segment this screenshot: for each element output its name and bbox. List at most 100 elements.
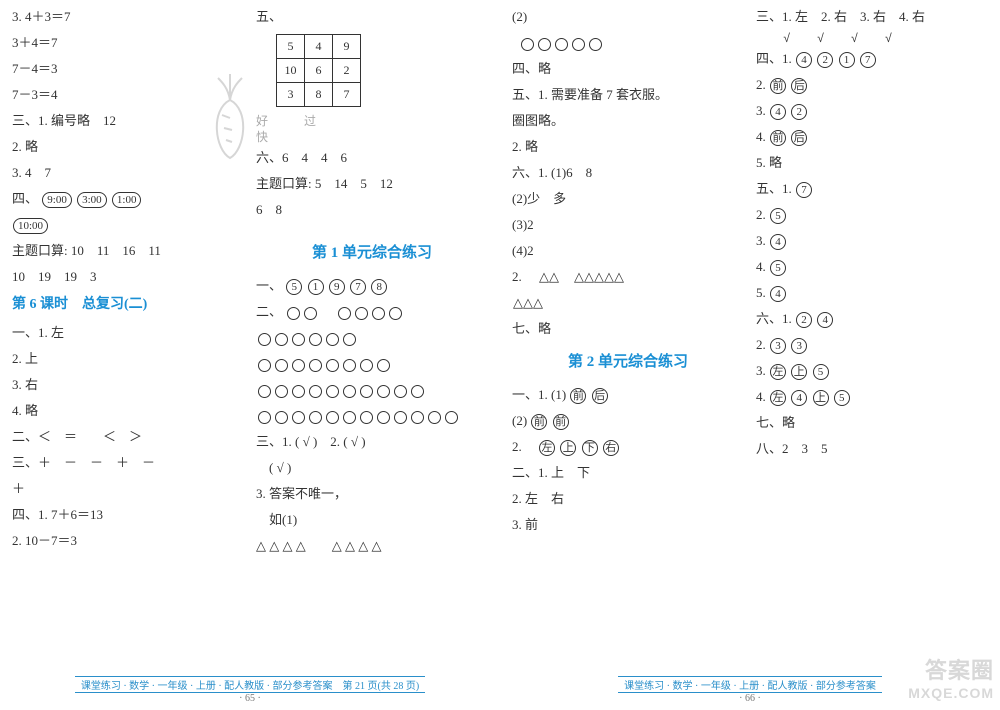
shape-row: △△△ <box>512 290 744 316</box>
circle-shape <box>292 411 305 424</box>
watermark-line1: 答案圈 <box>908 660 994 682</box>
circled-word: 后 <box>791 78 807 94</box>
text: 10 19 19 3 <box>12 264 244 290</box>
text: 3. 右 <box>12 372 244 398</box>
unit-title: 第 1 单元综合练习 <box>256 233 488 273</box>
circled-time: 9:00 <box>42 192 72 208</box>
label: 二、 <box>256 304 282 319</box>
circle-shape <box>411 411 424 424</box>
number-grid: 549 1062 387 <box>276 34 361 107</box>
text: ( √ ) <box>256 455 488 481</box>
watermark: 答案圈 MXQE.COM <box>908 660 994 704</box>
label: 2. <box>512 439 535 454</box>
triangle-shape: △△△ <box>513 290 543 316</box>
footer-text: 课堂练习 · 数学 · 一年级 · 上册 · 配人教版 · 部分参考答案 第 2… <box>75 676 425 693</box>
circle-shape <box>411 385 424 398</box>
tick-row: √ √ √ √ <box>756 30 988 46</box>
text: 五、1. 7 <box>756 176 988 202</box>
circle-shape <box>275 411 288 424</box>
label: 4. <box>756 129 766 144</box>
circled-num: 4 <box>770 104 786 120</box>
unit-title: 第 2 单元综合练习 <box>512 342 744 382</box>
circled-time: 10:00 <box>13 218 48 234</box>
text: 二、1. 上 下 <box>512 460 744 486</box>
cell: 2 <box>333 59 361 83</box>
circle-shape <box>355 307 368 320</box>
faint-text: 快 <box>256 129 488 145</box>
shape-row: 二、 <box>256 299 488 325</box>
circled-word: 左 <box>770 390 786 406</box>
circle-shape <box>521 38 534 51</box>
text: 2. 前 后 <box>756 72 988 98</box>
circle-shape <box>326 411 339 424</box>
text: 2. 左 上 下 右 <box>512 434 744 460</box>
label: 2. <box>756 207 766 222</box>
circle-shape <box>377 411 390 424</box>
text: 4. 略 <box>12 398 244 424</box>
circled-time: 1:00 <box>112 192 142 208</box>
circle-shape <box>292 333 305 346</box>
text: 六、1. 2 4 <box>756 306 988 332</box>
circle-shape <box>326 359 339 372</box>
shape-row <box>256 377 488 403</box>
text: 3. 答案不唯一， <box>256 481 488 507</box>
circled-num: 4 <box>791 390 807 406</box>
text: 二、＜ ＝ ＜ ＞ <box>12 424 244 450</box>
label: 四、 <box>12 191 38 206</box>
circled-word: 上 <box>791 364 807 380</box>
circle-shape <box>360 359 373 372</box>
label: 3. <box>756 363 766 378</box>
right-col-2: 三、1. 左 2. 右 3. 右 4. 右 √ √ √ √ 四、1. 4 2 1… <box>750 4 994 680</box>
label: 五、1. <box>756 181 792 196</box>
text: 4. 左 4 上 5 <box>756 384 988 410</box>
circle-shape <box>428 411 441 424</box>
text: 六、6 4 4 6 <box>256 145 488 171</box>
text: (4)2 <box>512 238 744 264</box>
label: 一、1. (1) <box>512 387 566 402</box>
label: 一、 <box>256 278 282 293</box>
circle-shape <box>292 359 305 372</box>
circle-shape <box>360 411 373 424</box>
circled-word: 下 <box>582 440 598 456</box>
text: 2. 左 右 <box>512 486 744 512</box>
text: 圈图略。 <box>512 108 744 134</box>
text: ＋ <box>12 476 244 502</box>
text: 八、2 3 5 <box>756 436 988 462</box>
label: 2. <box>512 269 535 284</box>
left-footer: 课堂练习 · 数学 · 一年级 · 上册 · 配人教版 · 部分参考答案 第 2… <box>0 676 500 704</box>
text: 5. 4 <box>756 280 988 306</box>
page-container: 3. 4＋3＝7 3＋4＝7 7－4＝3 7－3＝4 三、1. 编号略 12 2… <box>0 0 1000 710</box>
circled-num: 4 <box>770 286 786 302</box>
circle-shape <box>538 38 551 51</box>
text: 3. 4＋3＝7 <box>12 4 244 30</box>
circled-word: 上 <box>813 390 829 406</box>
text: 一、1. (1) 前 后 <box>512 382 744 408</box>
text: 3. 4 7 <box>12 160 244 186</box>
circle-shape <box>326 385 339 398</box>
circle-shape <box>360 385 373 398</box>
right-page: (2) 四、略 五、1. 需要准备 7 套衣服。 圈图略。 2. 略 六、1. … <box>500 0 1000 710</box>
label: 3. <box>756 233 766 248</box>
shape-row <box>512 30 744 56</box>
circled-num: 5 <box>286 279 302 295</box>
circled-word: 上 <box>560 440 576 456</box>
text: 三、1. 左 2. 右 3. 右 4. 右 <box>756 4 988 30</box>
circled-num: 2 <box>817 52 833 68</box>
text: 3＋4＝7 <box>12 30 244 56</box>
text: 2. 略 <box>512 134 744 160</box>
circled-num: 4 <box>770 234 786 250</box>
circle-shape <box>258 411 271 424</box>
circle-shape <box>292 385 305 398</box>
text: 4. 前 后 <box>756 124 988 150</box>
cell: 6 <box>305 59 333 83</box>
label: 2. <box>756 337 766 352</box>
circle-shape <box>304 307 317 320</box>
faint-text: 好 过 <box>256 113 488 129</box>
right-col-1: (2) 四、略 五、1. 需要准备 7 套衣服。 圈图略。 2. 略 六、1. … <box>506 4 750 680</box>
triangle-shape: △△ <box>539 264 559 290</box>
left-page: 3. 4＋3＝7 3＋4＝7 7－4＝3 7－3＝4 三、1. 编号略 12 2… <box>0 0 500 710</box>
label: 4. <box>756 259 766 274</box>
text: 6 8 <box>256 197 488 223</box>
label: 四、1. <box>756 51 792 66</box>
circle-shape <box>275 333 288 346</box>
